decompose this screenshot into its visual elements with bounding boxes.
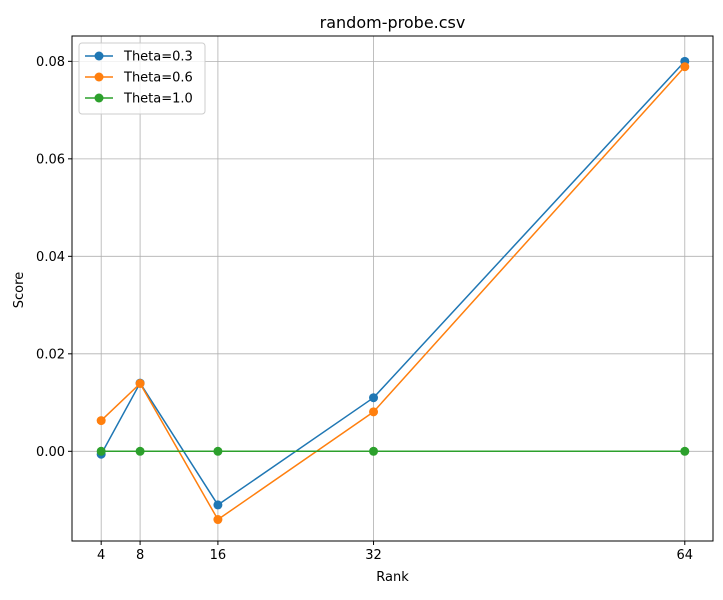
plot-area xyxy=(72,36,713,541)
data-point xyxy=(680,446,690,456)
data-point xyxy=(135,446,145,456)
legend-label: Theta=0.3 xyxy=(123,50,193,65)
x-tick-label: 4 xyxy=(97,548,105,563)
legend-swatch-marker xyxy=(94,93,104,103)
data-point xyxy=(213,515,223,525)
data-point xyxy=(96,446,106,456)
legend-label: Theta=1.0 xyxy=(123,92,193,107)
data-point xyxy=(369,407,379,417)
y-tick-label: 0.06 xyxy=(36,152,65,167)
y-tick-label: 0.08 xyxy=(36,55,65,70)
series-Theta=1.0 xyxy=(96,446,690,456)
y-axis-label: Score xyxy=(12,272,27,308)
legend: Theta=0.3 Theta=0.6 Theta=1.0 xyxy=(78,42,206,115)
chart-title: random-probe.csv xyxy=(320,13,466,32)
x-axis-label: Rank xyxy=(376,570,409,585)
legend-item: Theta=0.6 xyxy=(85,71,193,86)
legend-item: Theta=0.3 xyxy=(85,50,193,65)
legend-swatch-marker xyxy=(94,72,104,82)
data-point xyxy=(213,446,223,456)
y-tick-label: 0.00 xyxy=(36,445,65,460)
data-point xyxy=(135,379,145,389)
legend-label: Theta=0.6 xyxy=(123,71,193,86)
series-layer xyxy=(96,56,690,525)
legend-swatch-marker xyxy=(94,51,104,61)
legend-frame xyxy=(78,42,206,115)
y-tick-label: 0.02 xyxy=(36,347,65,362)
plot-frame xyxy=(71,35,714,542)
data-point xyxy=(96,416,106,426)
y-tick-label: 0.04 xyxy=(36,250,65,265)
x-tick-label: 32 xyxy=(365,548,382,563)
axis-ticks: 4 8 16 32 64 0.00 0.02 0.04 0.06 0.08 xyxy=(36,55,693,563)
legend-item: Theta=1.0 xyxy=(85,92,193,107)
data-point xyxy=(213,500,223,510)
data-point xyxy=(680,62,690,72)
x-tick-label: 8 xyxy=(136,548,144,563)
data-point xyxy=(369,446,379,456)
x-tick-label: 64 xyxy=(677,548,694,563)
x-tick-label: 16 xyxy=(210,548,227,563)
series-Theta=0.6 xyxy=(96,62,690,525)
data-point xyxy=(369,393,379,403)
